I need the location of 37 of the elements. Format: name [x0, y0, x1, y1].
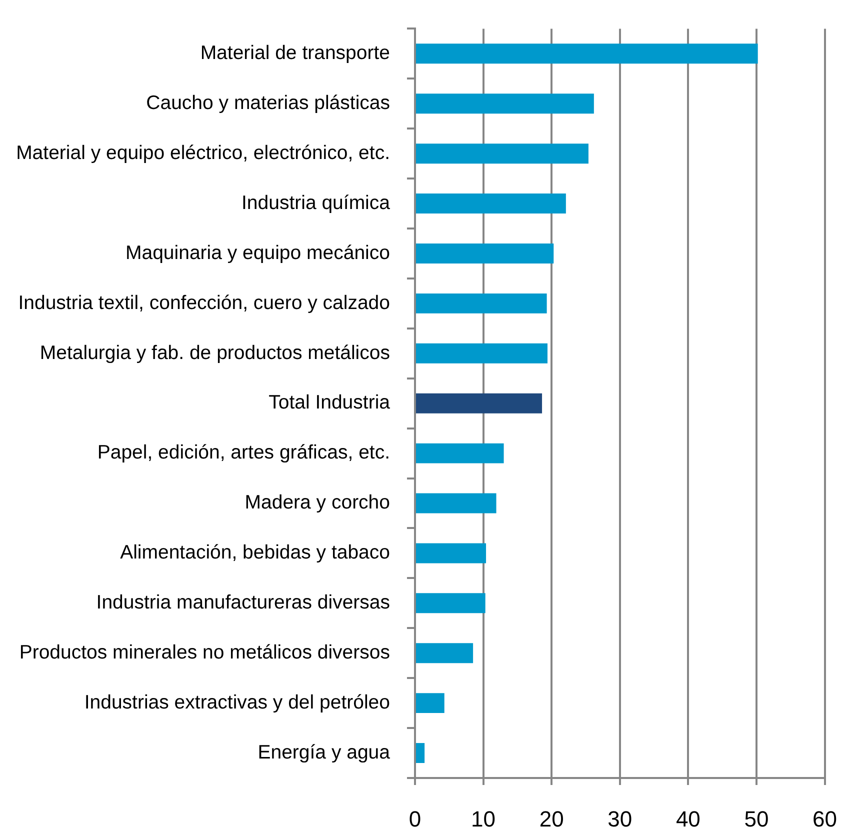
y-tick-label: Material de transporte	[200, 42, 390, 64]
bar	[416, 94, 594, 114]
y-tick-label: Maquinaria y equipo mecánico	[126, 242, 390, 264]
y-tick-label: Industria textil, confección, cuero y calzado	[18, 292, 390, 314]
y-tick-label: Caucho y materias plásticas	[146, 92, 390, 114]
y-tick-label: Madera y corcho	[244, 492, 390, 514]
bar	[416, 743, 425, 764]
x-tick-label: 50	[744, 806, 769, 832]
y-tick-label: Industria manufactureras diversas	[96, 592, 390, 614]
x-tick-label: 20	[539, 806, 564, 832]
x-tick-label: 30	[608, 806, 632, 832]
y-tick-label: Energía y agua	[258, 741, 390, 764]
bar	[416, 343, 548, 364]
bar	[416, 593, 486, 614]
bar	[416, 194, 566, 214]
bar	[416, 543, 486, 564]
y-tick-label: Industria química	[242, 192, 390, 214]
x-tick-label: 40	[676, 806, 700, 832]
y-tick-label: Total Industria	[268, 392, 390, 414]
y-tick-label: Material y equipo eléctrico, electrónico, etc.	[16, 142, 390, 164]
x-tick-label: 60	[812, 806, 838, 832]
y-tick-label: Alimentación, bebidas y tabaco	[120, 542, 390, 564]
bar	[416, 443, 504, 464]
y-tick-label: Industrias extractivas y del petróleo	[84, 691, 390, 714]
bar	[416, 144, 588, 164]
bar	[416, 493, 496, 514]
bar	[416, 643, 474, 664]
y-tick-label: Productos minerales no metálicos diversos	[19, 641, 390, 664]
bar	[416, 393, 542, 414]
bar	[416, 244, 554, 264]
bar	[416, 44, 758, 64]
y-tick-label: Papel, edición, artes gráficas, etc.	[97, 442, 390, 464]
bar	[416, 293, 547, 314]
y-tick-label: Metalurgia y fab. de productos metálicos	[40, 342, 390, 364]
bar	[416, 693, 444, 714]
x-tick-label: 10	[471, 806, 496, 832]
x-tick-label: 0	[408, 806, 422, 832]
